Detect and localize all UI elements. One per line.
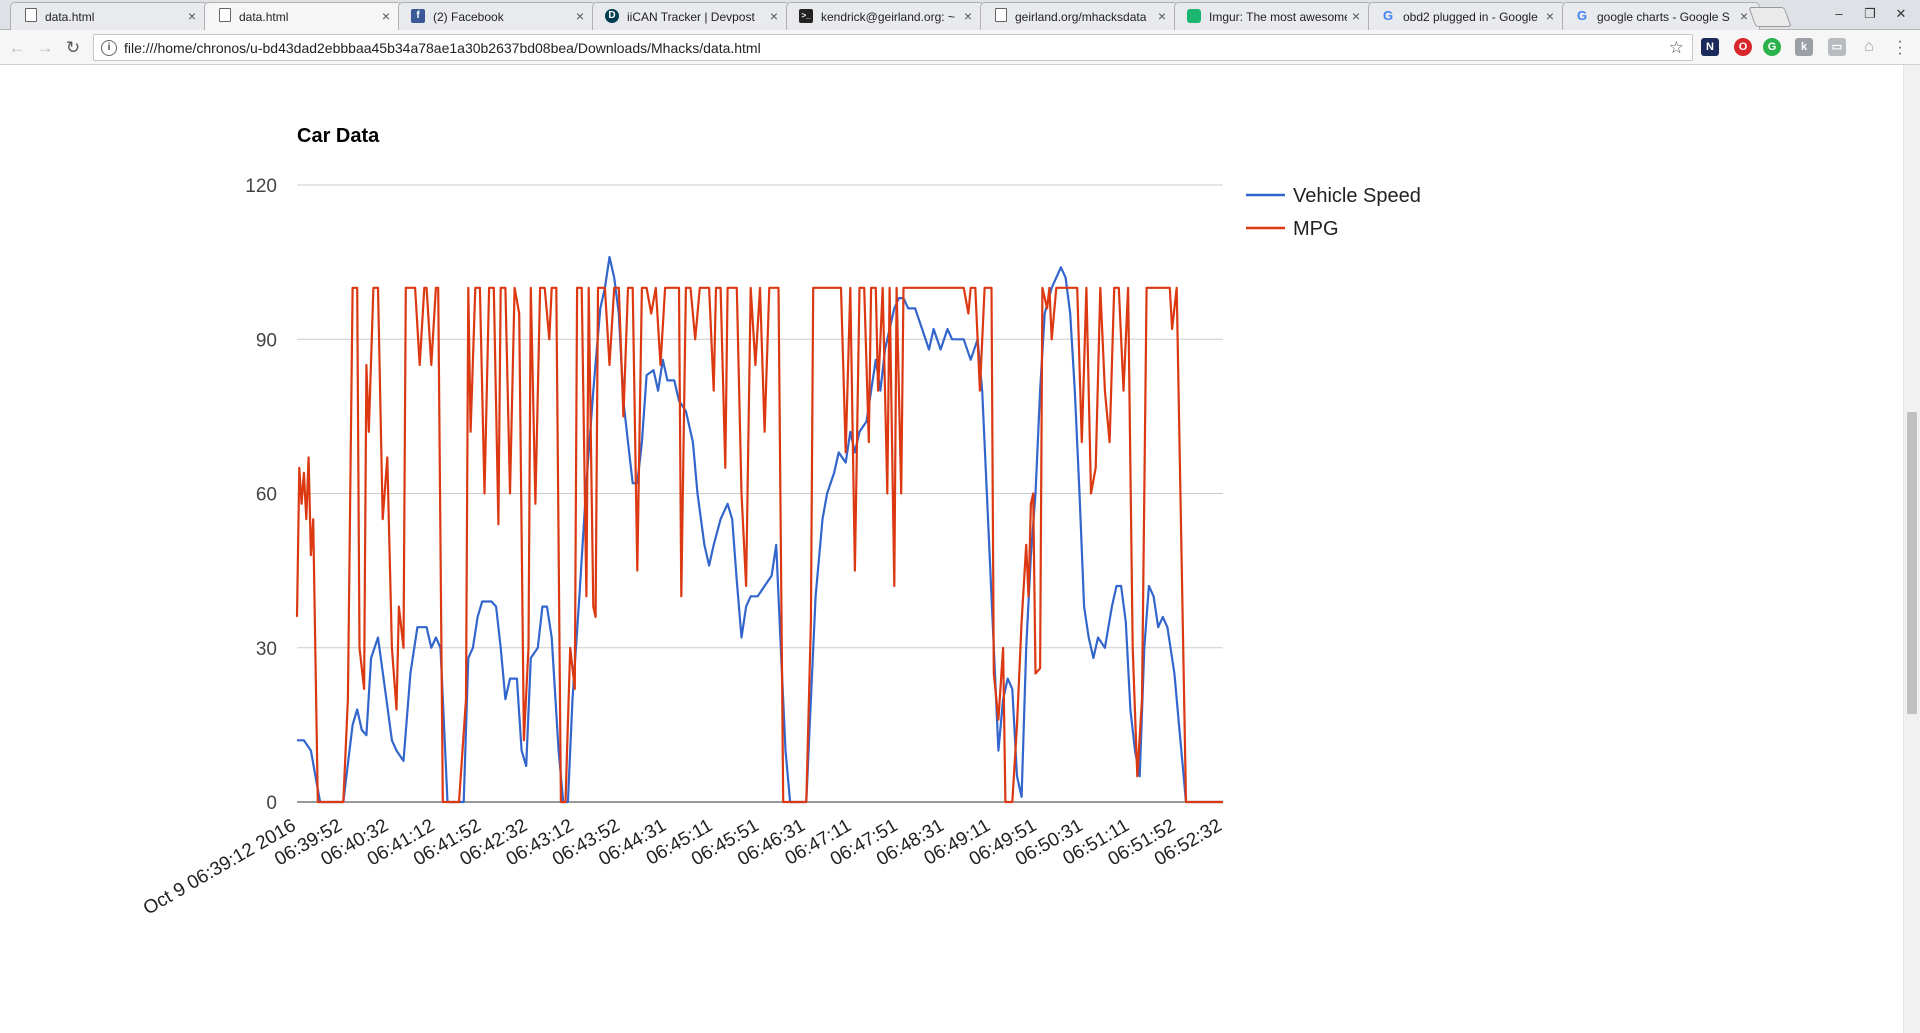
tab-title: (2) Facebook xyxy=(433,10,504,24)
forward-arrow-icon[interactable]: → xyxy=(36,38,54,57)
close-window-button[interactable]: ✕ xyxy=(1895,6,1907,21)
tab-title: Imgur: The most awesome xyxy=(1209,10,1347,24)
chart-title: Car Data xyxy=(297,125,380,147)
home-icon[interactable]: ⌂ xyxy=(1864,38,1874,55)
tab-title: iiCAN Tracker | Devpost xyxy=(627,10,755,24)
x-tick-label: Oct 9 06:39:12 2016 xyxy=(140,815,300,919)
extension-k-icon[interactable]: k xyxy=(1795,38,1813,56)
y-tick-label: 90 xyxy=(256,330,277,351)
back-arrow-icon[interactable]: ← xyxy=(8,38,26,57)
facebook-icon: f xyxy=(411,9,425,23)
page-content: Car Data 0 30 60 90 120 Oct 9 06:39:12 2016 06:… xyxy=(0,65,1903,1033)
devpost-icon: D xyxy=(605,9,619,23)
y-tick-label: 120 xyxy=(245,176,277,197)
menu-dots-icon[interactable]: · · · xyxy=(1897,33,1903,62)
browser-tab[interactable]: data.html × xyxy=(204,2,402,31)
new-tab-button[interactable] xyxy=(1748,7,1792,27)
restore-button[interactable]: ❐ xyxy=(1864,6,1876,21)
series-line-vehicle-speed xyxy=(297,255,1223,804)
address-bar[interactable]: i file:///home/chronos/u-bd43dad2ebbbaa4… xyxy=(93,34,1693,61)
tab-close-icon[interactable]: × xyxy=(1351,8,1361,24)
tab-title: data.html xyxy=(45,10,95,24)
url-text[interactable]: file:///home/chronos/u-bd43dad2ebbbaa45b… xyxy=(124,40,761,56)
extension-cast-icon[interactable]: ▭ xyxy=(1828,38,1846,56)
scrollbar-thumb[interactable] xyxy=(1907,412,1917,714)
legend-label: MPG xyxy=(1293,218,1339,240)
extension-n-icon[interactable]: N xyxy=(1701,38,1719,56)
tab-close-icon[interactable]: × xyxy=(769,8,779,24)
bookmark-star-icon[interactable]: ☆ xyxy=(1668,38,1684,57)
grammarly-extension-icon[interactable]: G xyxy=(1763,38,1781,56)
document-icon xyxy=(995,8,1007,22)
browser-tab[interactable]: f (2) Facebook × xyxy=(398,2,596,30)
y-tick-label: 0 xyxy=(266,793,277,814)
tab-close-icon[interactable]: × xyxy=(575,8,585,24)
document-icon xyxy=(219,8,231,22)
tab-title: data.html xyxy=(239,10,289,24)
reload-icon[interactable]: ↻ xyxy=(65,38,81,57)
vertical-scrollbar[interactable] xyxy=(1903,65,1920,1033)
tab-close-icon[interactable]: × xyxy=(187,8,197,24)
terminal-icon: >_ xyxy=(799,9,813,23)
browser-toolbar: ← → ↻ i file:///home/chronos/u-bd43dad2e… xyxy=(0,30,1920,65)
browser-tab[interactable]: data.html × xyxy=(10,2,208,30)
imgur-icon xyxy=(1187,9,1201,23)
browser-tab[interactable]: Imgur: The most awesome × xyxy=(1174,2,1372,30)
tab-title: geirland.org/mhacksdata xyxy=(1015,10,1147,24)
tab-title: google charts - Google S xyxy=(1597,10,1730,24)
tab-close-icon[interactable]: × xyxy=(963,8,973,24)
minimize-button[interactable]: – xyxy=(1835,6,1843,21)
google-icon: G xyxy=(1382,8,1394,23)
browser-tab[interactable]: geirland.org/mhacksdata × xyxy=(980,2,1178,30)
opera-extension-icon[interactable]: O xyxy=(1734,38,1752,56)
google-icon: G xyxy=(1576,8,1588,23)
browser-tab[interactable]: >_ kendrick@geirland.org: ~ × xyxy=(786,2,984,30)
y-tick-label: 60 xyxy=(256,485,277,506)
tab-title: kendrick@geirland.org: ~ xyxy=(821,10,955,24)
tab-close-icon[interactable]: × xyxy=(1157,8,1167,24)
tab-close-icon[interactable]: × xyxy=(381,8,391,24)
tab-title: obd2 plugged in - Google xyxy=(1403,10,1538,24)
series-line-mpg xyxy=(295,286,1223,804)
legend-label: Vehicle Speed xyxy=(1293,185,1421,207)
document-icon xyxy=(25,8,37,22)
tab-close-icon[interactable]: × xyxy=(1739,8,1749,24)
tab-close-icon[interactable]: × xyxy=(1545,8,1555,24)
info-icon[interactable]: i xyxy=(101,40,117,56)
y-tick-label: 30 xyxy=(256,639,277,660)
